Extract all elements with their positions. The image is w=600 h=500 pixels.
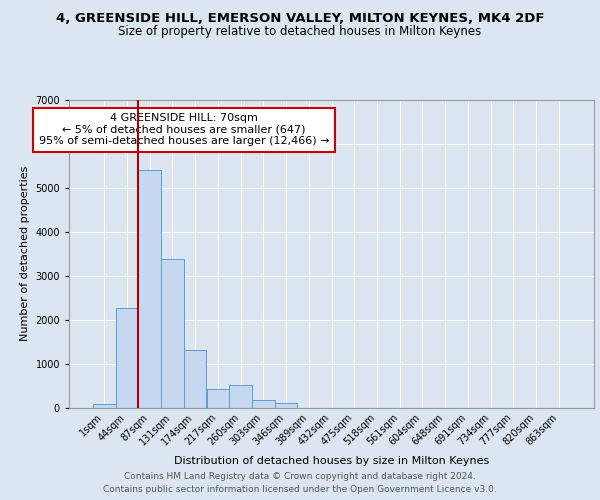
Bar bbox=[116, 308, 139, 408]
Text: Size of property relative to detached houses in Milton Keynes: Size of property relative to detached ho… bbox=[118, 25, 482, 38]
Bar bbox=[139, 170, 161, 408]
Bar bbox=[252, 400, 275, 407]
Bar bbox=[275, 403, 298, 407]
Text: 4 GREENSIDE HILL: 70sqm
← 5% of detached houses are smaller (647)
95% of semi-de: 4 GREENSIDE HILL: 70sqm ← 5% of detached… bbox=[38, 113, 329, 146]
Bar bbox=[206, 388, 229, 407]
X-axis label: Distribution of detached houses by size in Milton Keynes: Distribution of detached houses by size … bbox=[174, 456, 489, 466]
Bar bbox=[161, 259, 184, 408]
Bar bbox=[93, 404, 116, 407]
Bar bbox=[229, 385, 252, 407]
Text: 4, GREENSIDE HILL, EMERSON VALLEY, MILTON KEYNES, MK4 2DF: 4, GREENSIDE HILL, EMERSON VALLEY, MILTO… bbox=[56, 12, 544, 26]
Text: Contains HM Land Registry data © Crown copyright and database right 2024.: Contains HM Land Registry data © Crown c… bbox=[124, 472, 476, 481]
Bar bbox=[184, 350, 206, 408]
Y-axis label: Number of detached properties: Number of detached properties bbox=[20, 166, 30, 342]
Text: Contains public sector information licensed under the Open Government Licence v3: Contains public sector information licen… bbox=[103, 485, 497, 494]
